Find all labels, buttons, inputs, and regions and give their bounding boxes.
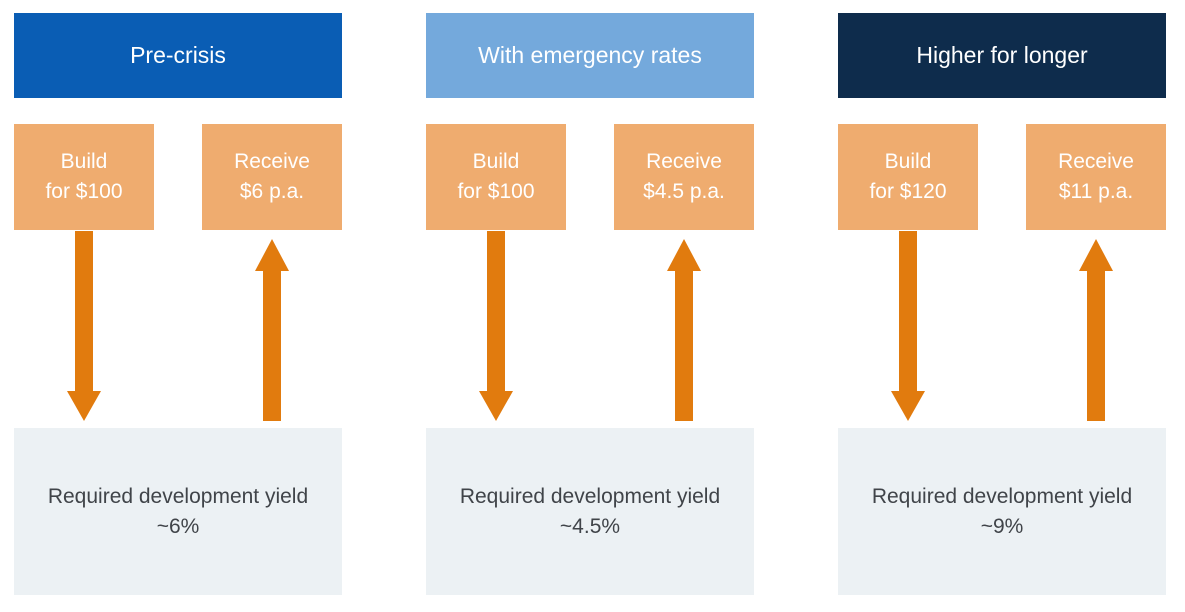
required-yield-label: Required development yield: [47, 485, 309, 509]
scenario-header: With emergency rates: [426, 13, 754, 98]
scenario-header-label: Higher for longer: [916, 42, 1088, 68]
cash-inflow-up-arrow-icon: [1079, 239, 1113, 421]
cash-row: Build for $120 Receive $11 p.a.: [838, 124, 1166, 230]
receive-income-line2: $6 p.a.: [239, 180, 305, 203]
build-cost-line1: Build: [884, 149, 932, 173]
build-cost-line1: Build: [60, 149, 108, 173]
build-cost-box: Build for $100: [426, 124, 566, 230]
build-cost-box: Build for $120: [838, 124, 978, 230]
cash-outflow-down-arrow-icon: [891, 231, 925, 421]
receive-income-box: Receive $11 p.a.: [1026, 124, 1166, 230]
required-yield-value: ~6%: [156, 514, 200, 538]
receive-income-line2: $11 p.a.: [1058, 180, 1134, 203]
cash-inflow-up-arrow-icon: [667, 239, 701, 421]
build-cost-line2: for $100: [457, 180, 535, 203]
required-yield-value: ~9%: [980, 514, 1024, 538]
build-cost-line2: for $100: [45, 180, 123, 203]
scenario-column-emergency-rates: With emergency rates Build for $100 Rece…: [426, 13, 754, 595]
required-yield-panel: Required development yield ~4.5%: [426, 428, 754, 595]
required-yield-value: ~4.5%: [559, 514, 621, 538]
receive-income-line1: Receive: [1058, 149, 1134, 173]
required-yield-panel: Required development yield ~6%: [14, 428, 342, 595]
scenario-header: Higher for longer: [838, 13, 1166, 98]
required-yield-label: Required development yield: [871, 485, 1133, 509]
receive-income-line1: Receive: [234, 149, 310, 173]
cash-row: Build for $100 Receive $6 p.a.: [14, 124, 342, 230]
scenario-header-label: With emergency rates: [478, 42, 702, 68]
cash-row: Build for $100 Receive $4.5 p.a.: [426, 124, 754, 230]
build-cost-line2: for $120: [869, 180, 947, 203]
build-cost-line1: Build: [472, 149, 520, 173]
receive-income-box: Receive $6 p.a.: [202, 124, 342, 230]
receive-income-box: Receive $4.5 p.a.: [614, 124, 754, 230]
receive-income-line1: Receive: [646, 149, 722, 173]
arrows-row: [426, 230, 754, 428]
arrows-row: [838, 230, 1166, 428]
scenario-column-higher-for-longer: Higher for longer Build for $120 Receive…: [838, 13, 1166, 595]
scenario-column-pre-crisis: Pre-crisis Build for $100 Receive $6 p.a…: [14, 13, 342, 595]
arrows-row: [14, 230, 342, 428]
scenario-columns: Pre-crisis Build for $100 Receive $6 p.a…: [14, 13, 1166, 595]
cash-outflow-down-arrow-icon: [67, 231, 101, 421]
cash-inflow-up-arrow-icon: [255, 239, 289, 421]
build-cost-box: Build for $100: [14, 124, 154, 230]
cash-outflow-down-arrow-icon: [479, 231, 513, 421]
scenario-header-label: Pre-crisis: [130, 42, 226, 68]
scenario-header: Pre-crisis: [14, 13, 342, 98]
required-yield-label: Required development yield: [459, 485, 721, 509]
receive-income-line2: $4.5 p.a.: [643, 180, 725, 203]
required-yield-panel: Required development yield ~9%: [838, 428, 1166, 595]
